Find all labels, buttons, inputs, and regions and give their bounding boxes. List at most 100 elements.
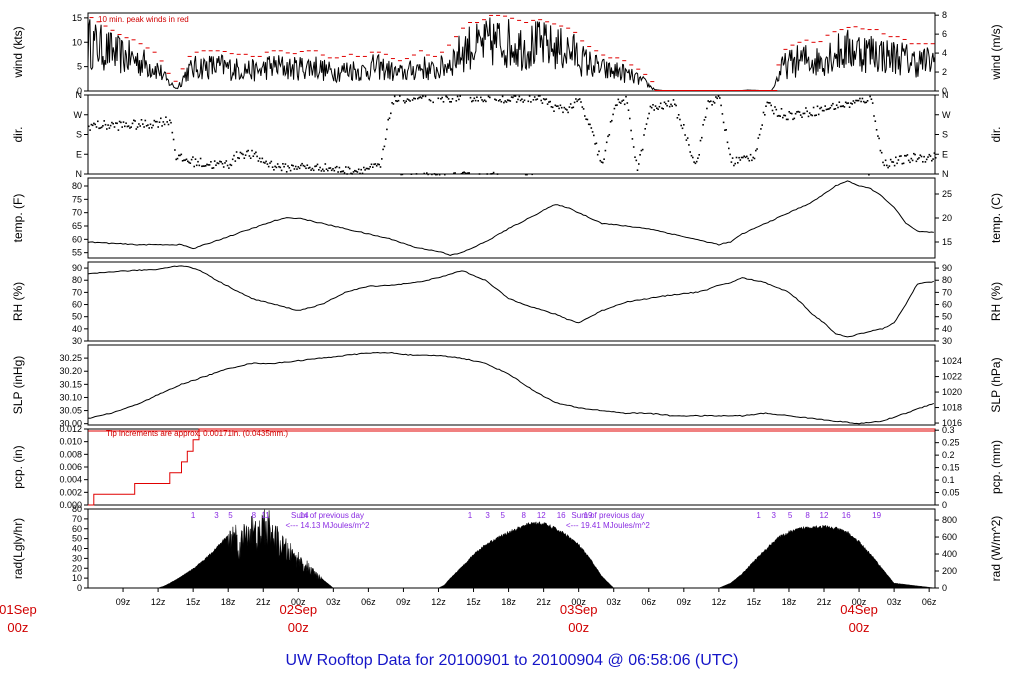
panel-rad: 01020304050607080rad(Lgly/hr)02004006008… <box>11 504 1003 593</box>
x-tick-label: 09z <box>677 597 692 607</box>
x-tick-label: 15z <box>466 597 481 607</box>
dir-point <box>620 102 622 104</box>
dir-point <box>609 121 612 123</box>
dir-point <box>721 113 724 115</box>
dir-point <box>792 118 794 121</box>
dir-point <box>480 96 482 99</box>
dir-point <box>193 165 195 168</box>
dir-point <box>927 156 929 158</box>
dir-point <box>685 139 688 141</box>
dir-point <box>522 101 524 103</box>
dir-point <box>725 129 727 131</box>
left-tick-label: 40 <box>72 324 82 334</box>
dir-point <box>639 154 641 156</box>
dir-point <box>835 104 838 106</box>
dir-point <box>680 124 682 127</box>
dir-point <box>605 141 608 144</box>
panel-wind: 0 5 10 15 wind (kts) 0 2 4 6 8 wind (m/s) 10 min. p… <box>11 10 1003 96</box>
dir-point <box>366 167 369 170</box>
dir-point <box>875 129 878 131</box>
dir-point <box>506 99 509 101</box>
left-tick-label: W <box>74 110 83 120</box>
right-tick-label: 800 <box>942 515 957 525</box>
dir-point <box>239 151 242 154</box>
dir-point <box>490 173 492 175</box>
dir-point <box>124 125 126 128</box>
dir-point <box>576 100 578 103</box>
dir-point <box>242 153 244 156</box>
dir-point <box>677 114 680 116</box>
dir-point <box>225 160 228 162</box>
dir-point <box>342 170 345 172</box>
dir-point <box>125 122 127 124</box>
left-tick-label: 75 <box>72 194 82 204</box>
dir-point <box>126 125 129 128</box>
dir-point <box>171 131 174 134</box>
dir-point <box>856 99 859 102</box>
right-tick-label: 50 <box>942 312 952 322</box>
dir-point <box>873 115 875 117</box>
dir-point <box>381 158 383 160</box>
dir-point <box>429 99 432 102</box>
dir-point <box>99 127 102 129</box>
dir-point <box>320 170 323 172</box>
dir-point <box>441 96 443 99</box>
dir-point <box>801 116 803 118</box>
rad-hour-label: 1 <box>468 511 473 520</box>
dir-point <box>307 167 310 169</box>
dir-point <box>500 100 503 103</box>
dir-point <box>437 97 440 100</box>
date-sub-label: 00z <box>7 620 28 635</box>
dir-point <box>276 163 279 165</box>
dir-point <box>347 166 350 169</box>
dir-point <box>497 100 500 102</box>
dir-point <box>631 138 634 140</box>
dir-point <box>346 173 348 175</box>
dir-point <box>638 163 640 165</box>
right-tick-label: 30 <box>942 336 952 346</box>
dir-point <box>734 162 736 165</box>
dir-point <box>240 152 243 155</box>
dir-point <box>109 124 112 127</box>
dir-point <box>676 117 679 119</box>
dir-point <box>879 149 882 152</box>
dir-point <box>463 171 465 173</box>
dir-point <box>467 172 469 174</box>
dir-point <box>851 103 853 105</box>
dir-point <box>404 101 406 104</box>
dir-point <box>176 157 179 160</box>
dir-point <box>162 121 165 123</box>
dir-point <box>834 108 837 110</box>
dir-point <box>315 165 318 167</box>
dir-point <box>665 103 667 105</box>
dir-point <box>702 124 704 126</box>
dir-point <box>742 156 744 159</box>
dir-point <box>279 166 282 169</box>
dir-point <box>658 105 661 108</box>
dir-point <box>264 162 266 164</box>
right-tick-label: N <box>942 169 949 179</box>
dir-point <box>518 95 521 98</box>
dir-point <box>231 158 234 161</box>
dir-point <box>823 109 825 112</box>
dir-point <box>852 100 855 102</box>
dir-point <box>551 106 554 109</box>
left-tick-label: 0.004 <box>59 475 82 485</box>
dir-point <box>796 111 798 113</box>
dir-point <box>151 126 153 129</box>
left-tick-label: 90 <box>72 263 82 273</box>
dir-point <box>386 128 388 131</box>
dir-point <box>841 105 843 108</box>
dir-point <box>390 112 392 115</box>
left-tick-label: S <box>76 130 82 140</box>
dir-point <box>219 160 221 163</box>
right-axis-label: SLP (hPa) <box>989 357 1003 412</box>
right-tick-label: 6 <box>942 29 947 39</box>
dir-point <box>913 152 915 155</box>
x-tick-label: 06z <box>642 597 657 607</box>
dir-point <box>843 106 846 108</box>
dir-point <box>825 108 828 111</box>
dir-point <box>170 121 172 124</box>
dir-point <box>933 152 936 154</box>
